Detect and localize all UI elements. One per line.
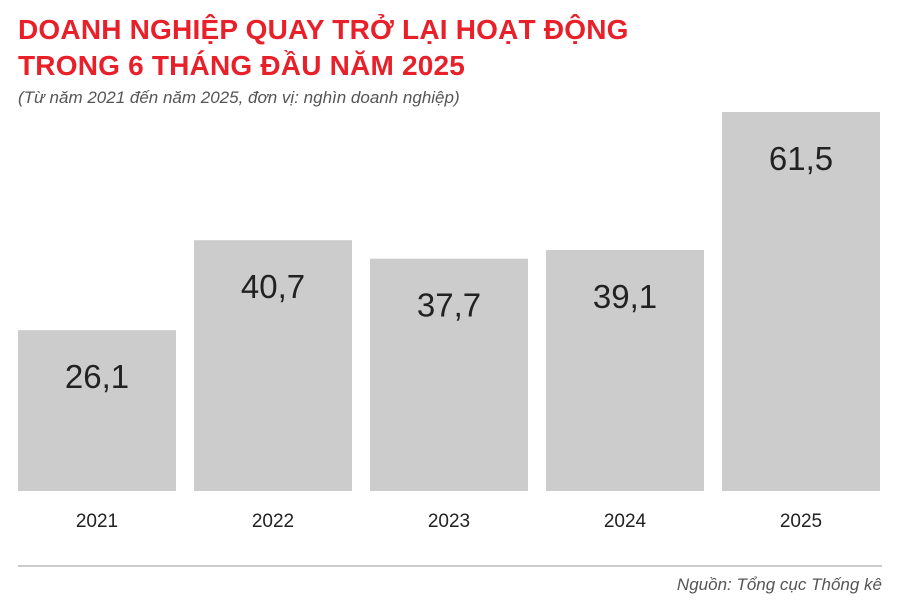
category-label-2022: 2022: [252, 511, 294, 532]
bars-group: [18, 112, 880, 491]
category-label-2021: 2021: [76, 511, 118, 532]
bar-2022: [194, 240, 352, 491]
bar-2023: [370, 258, 528, 491]
value-labels-group: 26,1 40,7 37,7 39,1 61,5: [65, 140, 833, 395]
bar-2021: [18, 330, 176, 491]
chart-subtitle: (Từ năm 2021 đến năm 2025, đơn vị: nghìn…: [18, 88, 460, 107]
value-label-2022: 40,7: [241, 268, 305, 305]
source-note: Nguồn: Tổng cục Thống kê: [676, 575, 882, 594]
bar-2024: [546, 250, 704, 491]
bar-2025: [722, 112, 880, 491]
category-label-2025: 2025: [780, 511, 822, 532]
category-label-2024: 2024: [604, 511, 647, 532]
chart-title: DOANH NGHIỆP QUAY TRỞ LẠI HOẠT ĐỘNG TRON…: [18, 12, 629, 84]
value-label-2023: 37,7: [417, 287, 481, 324]
value-label-2021: 26,1: [65, 358, 129, 395]
value-label-2025: 61,5: [769, 140, 833, 177]
chart-title-line-1: DOANH NGHIỆP QUAY TRỞ LẠI HOẠT ĐỘNG: [18, 14, 629, 45]
value-label-2024: 39,1: [593, 278, 657, 315]
category-label-2023: 2023: [428, 511, 470, 532]
chart-title-line-2: TRONG 6 THÁNG ĐẦU NĂM 2025: [18, 50, 466, 81]
category-labels-group: 2021 2022 2023 2024 2025: [76, 511, 822, 532]
